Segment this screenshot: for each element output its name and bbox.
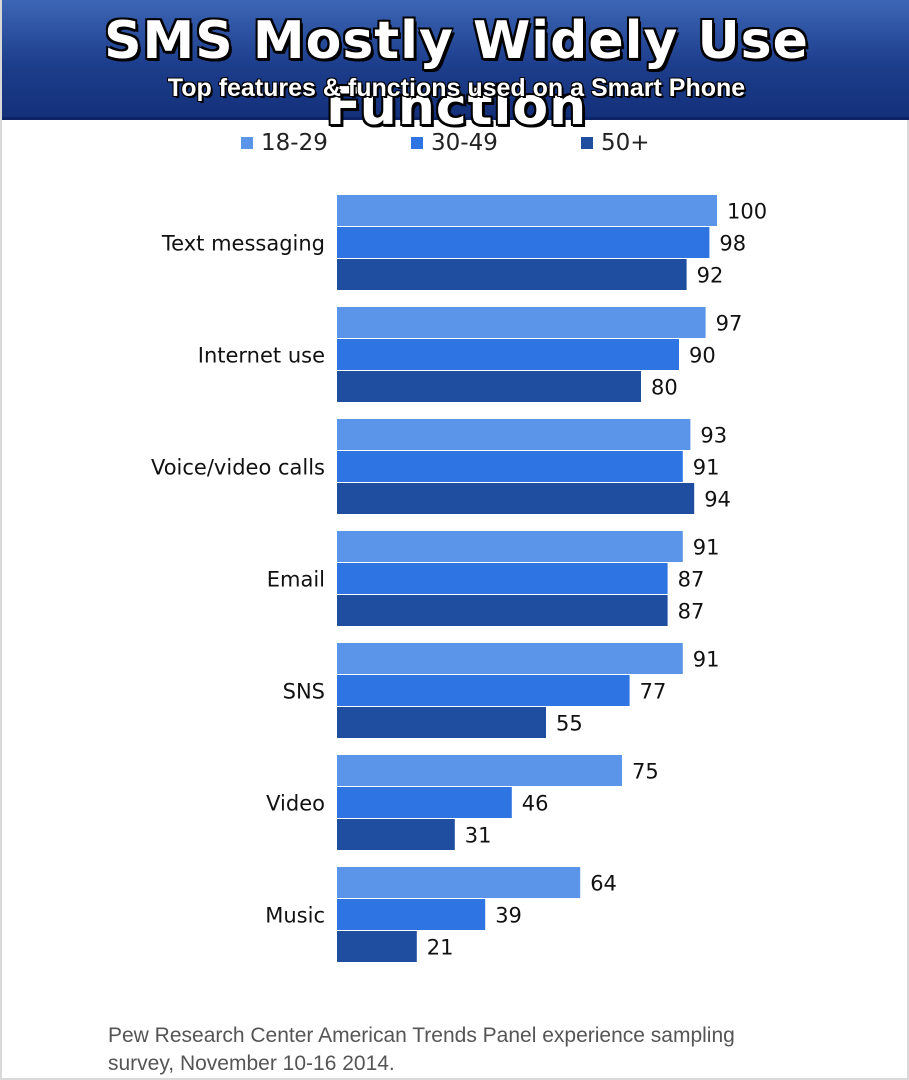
category-label-music: Music: [265, 904, 325, 928]
legend-item-50-plus: 50+: [581, 128, 650, 158]
bar-music-30-49: [337, 899, 486, 930]
value-label-video-18-29: 75: [632, 760, 659, 784]
bar-voice-video-calls-30-49: [337, 451, 683, 482]
source-line-1: Pew Research Center American Trends Pane…: [108, 1024, 735, 1047]
value-label-text-messaging-50-plus: 92: [697, 264, 724, 288]
legend-label-50-plus: 50+: [601, 130, 650, 156]
value-label-email-18-29: 91: [693, 536, 720, 560]
category-label-sns: SNS: [283, 680, 325, 704]
value-label-music-18-29: 64: [590, 872, 617, 896]
banner-subtitle: Top features & functions used on a Smart…: [167, 74, 746, 102]
value-label-voice-video-calls-18-29: 93: [700, 424, 727, 448]
bar-music-18-29: [337, 867, 581, 898]
source-note: Pew Research Center American Trends Pane…: [108, 1022, 808, 1078]
category-label-text-messaging: Text messaging: [161, 232, 325, 256]
legend-swatch-50-plus: [581, 137, 593, 149]
value-label-video-50-plus: 31: [465, 824, 492, 848]
value-label-video-30-49: 46: [522, 792, 549, 816]
bar-sns-18-29: [337, 643, 683, 674]
bar-video-30-49: [337, 787, 512, 818]
chart-legend: 18-29 30-49 50+: [2, 128, 909, 158]
legend-swatch-30-49: [411, 137, 423, 149]
bar-internet-use-50-plus: [337, 371, 641, 402]
value-label-sns-30-49: 77: [640, 680, 667, 704]
bar-video-18-29: [337, 755, 622, 786]
bar-email-18-29: [337, 531, 683, 562]
value-label-internet-use-18-29: 97: [716, 312, 743, 336]
bar-voice-video-calls-18-29: [337, 419, 691, 450]
value-label-email-50-plus: 87: [678, 600, 705, 624]
value-label-music-50-plus: 21: [427, 936, 454, 960]
banner-title: SMS Mostly Widely Use Function: [104, 11, 809, 137]
category-label-email: Email: [267, 568, 325, 592]
bar-text-messaging-30-49: [337, 227, 710, 258]
bar-text-messaging-18-29: [337, 195, 717, 226]
value-label-text-messaging-30-49: 98: [719, 232, 746, 256]
title-banner: SMS Mostly Widely Use Function Top featu…: [2, 0, 909, 137]
legend-label-30-49: 30-49: [431, 130, 498, 156]
bar-internet-use-18-29: [337, 307, 706, 338]
legend-label-18-29: 18-29: [261, 130, 328, 156]
value-label-email-30-49: 87: [678, 568, 705, 592]
category-label-voice-video-calls: Voice/video calls: [151, 456, 325, 480]
value-label-internet-use-30-49: 90: [689, 344, 716, 368]
category-label-internet-use: Internet use: [198, 344, 325, 368]
source-line-2: survey, November 10-16 2014.: [108, 1052, 395, 1075]
category-label-video: Video: [266, 792, 325, 816]
bar-voice-video-calls-50-plus: [337, 483, 695, 514]
legend-item-18-29: 18-29: [241, 128, 328, 158]
bar-sns-30-49: [337, 675, 630, 706]
bar-email-30-49: [337, 563, 668, 594]
value-label-text-messaging-18-29: 100: [727, 200, 767, 224]
value-label-sns-18-29: 91: [693, 648, 720, 672]
bar-video-50-plus: [337, 819, 455, 850]
value-label-music-30-49: 39: [495, 904, 522, 928]
legend-swatch-18-29: [241, 137, 253, 149]
bar-sns-50-plus: [337, 707, 546, 738]
value-label-sns-50-plus: 55: [556, 712, 583, 736]
bar-email-50-plus: [337, 595, 668, 626]
bar-music-50-plus: [337, 931, 417, 962]
value-label-voice-video-calls-30-49: 91: [693, 456, 720, 480]
bar-internet-use-30-49: [337, 339, 679, 370]
value-label-voice-video-calls-50-plus: 94: [704, 488, 731, 512]
bar-text-messaging-50-plus: [337, 259, 687, 290]
value-label-internet-use-50-plus: 80: [651, 376, 678, 400]
legend-item-30-49: 30-49: [411, 128, 498, 158]
